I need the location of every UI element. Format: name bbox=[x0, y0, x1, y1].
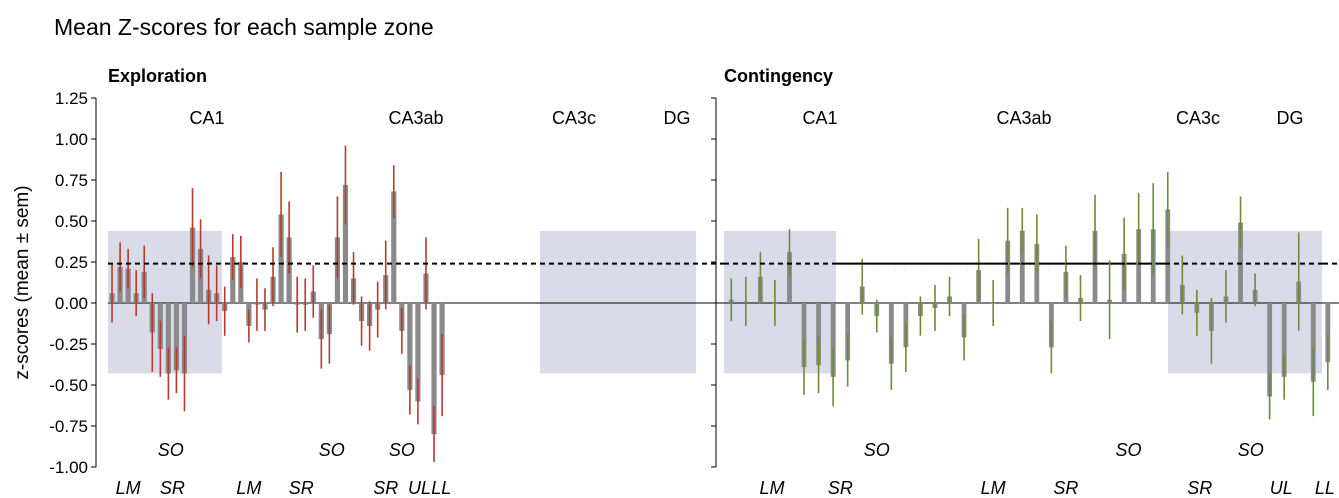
panel-1-shaded-band-1 bbox=[108, 230, 222, 374]
panel-2-sublayer-label: LL bbox=[1315, 478, 1335, 498]
panel-2-bar bbox=[1165, 209, 1171, 303]
panel-2-sublayer-label: UL bbox=[1270, 478, 1293, 498]
panel-1-bar bbox=[407, 303, 413, 390]
panel-1-region-label: CA1 bbox=[189, 108, 224, 128]
y-tick-label: 1.25 bbox=[55, 89, 88, 108]
y-tick-label: 0.25 bbox=[55, 253, 88, 272]
panel-1-title: Exploration bbox=[108, 66, 207, 86]
y-tick-label: 0.75 bbox=[55, 171, 88, 190]
panel-1-sublayer-label: SO bbox=[389, 440, 415, 460]
y-tick-label: -0.25 bbox=[49, 335, 88, 354]
panel-2-region-label: CA3ab bbox=[996, 108, 1051, 128]
panel-1-sublayer-label: SR bbox=[373, 478, 398, 498]
panel-2-region-label: CA1 bbox=[802, 108, 837, 128]
panel-1-region-label: CA3c bbox=[552, 108, 596, 128]
panel-1-bar bbox=[342, 184, 349, 303]
panel-2-bar bbox=[1310, 303, 1316, 382]
panel-1-sublayer-label: SR bbox=[160, 478, 185, 498]
panel-1-sublayer-label: SO bbox=[158, 440, 184, 460]
panel-1-shaded-band-2 bbox=[540, 230, 696, 374]
panel-2-bar bbox=[830, 303, 836, 377]
y-tick-label: -0.75 bbox=[49, 417, 88, 436]
panel-1-region-label: CA3ab bbox=[388, 108, 443, 128]
panel-1-region-label: DG bbox=[664, 108, 691, 128]
panel-2-region-label: DG bbox=[1277, 108, 1304, 128]
panel-2-bar bbox=[801, 303, 807, 367]
panel-1-sublayer-label: UL bbox=[408, 478, 431, 498]
panel-1-sublayer-label: LL bbox=[431, 478, 451, 498]
panel-1-sublayer-label: LM bbox=[236, 478, 261, 498]
panel-2-region-label: CA3c bbox=[1176, 108, 1220, 128]
panel-1-bar bbox=[431, 303, 437, 435]
y-tick-label: -1.00 bbox=[49, 458, 88, 477]
panel-2-bar bbox=[787, 252, 792, 303]
panel-2-bar bbox=[1325, 303, 1331, 363]
panel-2-bar bbox=[1281, 303, 1287, 377]
panel-2-bar bbox=[816, 303, 821, 366]
panel-2-bar bbox=[1267, 303, 1273, 397]
panel-1-bar bbox=[165, 303, 171, 374]
panel-2-title: Contingency bbox=[724, 66, 833, 86]
y-tick-label: 0.50 bbox=[55, 212, 88, 231]
panel-2-bar bbox=[888, 303, 894, 364]
panel-2-bar bbox=[845, 303, 851, 361]
chart-title: Mean Z-scores for each sample zone bbox=[54, 14, 434, 40]
y-axis-label: z-scores (mean ± sem) bbox=[12, 185, 33, 379]
panel-1-bar bbox=[391, 191, 397, 303]
panel-1-sublayer-label: SO bbox=[319, 440, 345, 460]
panel-1-sublayer-label: LM bbox=[116, 478, 141, 498]
panel-2-sublayer-label: SR bbox=[1053, 478, 1078, 498]
panel-2-sublayer-label: SR bbox=[1187, 478, 1212, 498]
y-tick-label: 0.00 bbox=[55, 294, 88, 313]
panel-2-sublayer-label: SO bbox=[864, 440, 890, 460]
panel-2-bar bbox=[1136, 229, 1142, 303]
panel-1-bar bbox=[173, 303, 180, 371]
y-tick-label: -0.50 bbox=[49, 376, 88, 395]
panel-1-bar bbox=[415, 303, 421, 402]
panel-1-bar bbox=[278, 214, 284, 303]
panel-1-sublayer-label: SR bbox=[289, 478, 314, 498]
panel-2-sublayer-label: SR bbox=[828, 478, 853, 498]
panel-2-sublayer-label: SO bbox=[1115, 440, 1141, 460]
panel-2-sublayer-label: LM bbox=[760, 478, 785, 498]
panel-2-sublayer-label: LM bbox=[981, 478, 1006, 498]
y-tick-label: 1.00 bbox=[55, 130, 88, 149]
panel-2-sublayer-label: SO bbox=[1238, 440, 1264, 460]
panel-2-bar bbox=[1019, 230, 1025, 303]
